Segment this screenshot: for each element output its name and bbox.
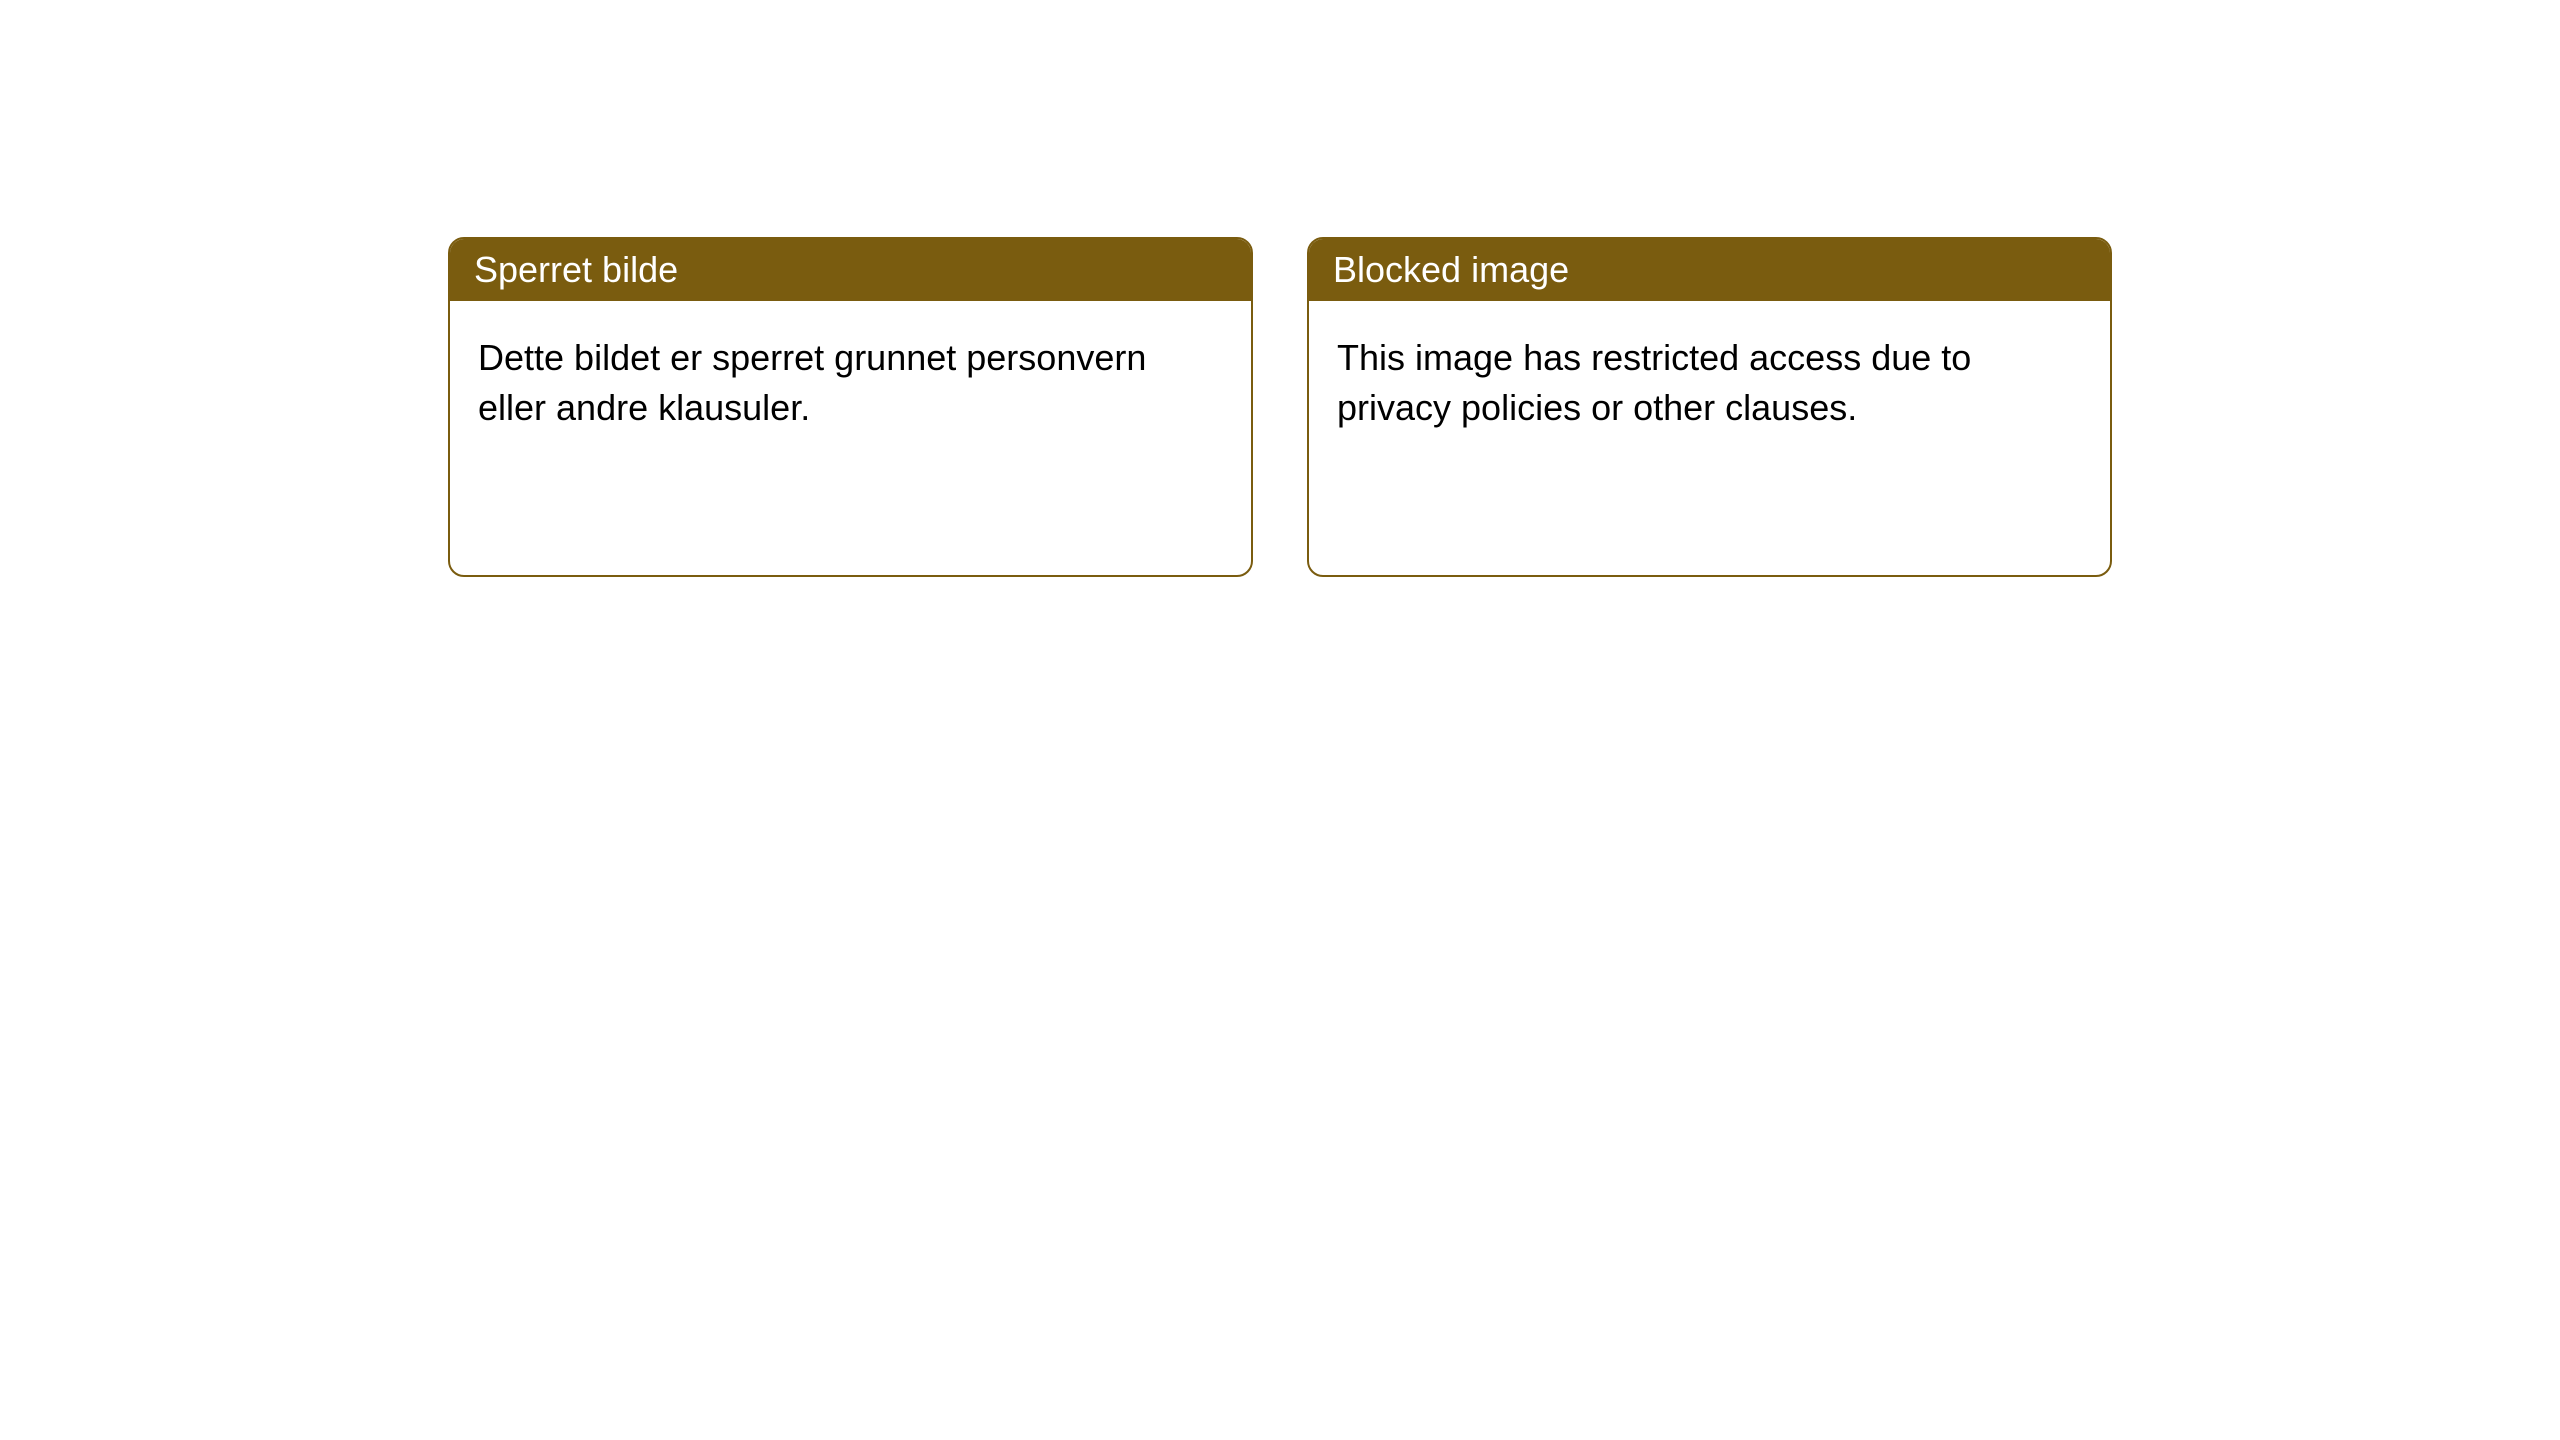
notice-card-english: Blocked image This image has restricted … bbox=[1307, 237, 2112, 577]
notice-body-norwegian: Dette bildet er sperret grunnet personve… bbox=[450, 301, 1251, 466]
notice-title-english: Blocked image bbox=[1309, 239, 2110, 301]
notice-card-norwegian: Sperret bilde Dette bildet er sperret gr… bbox=[448, 237, 1253, 577]
notice-title-norwegian: Sperret bilde bbox=[450, 239, 1251, 301]
notice-container: Sperret bilde Dette bildet er sperret gr… bbox=[0, 0, 2560, 577]
notice-body-english: This image has restricted access due to … bbox=[1309, 301, 2110, 466]
